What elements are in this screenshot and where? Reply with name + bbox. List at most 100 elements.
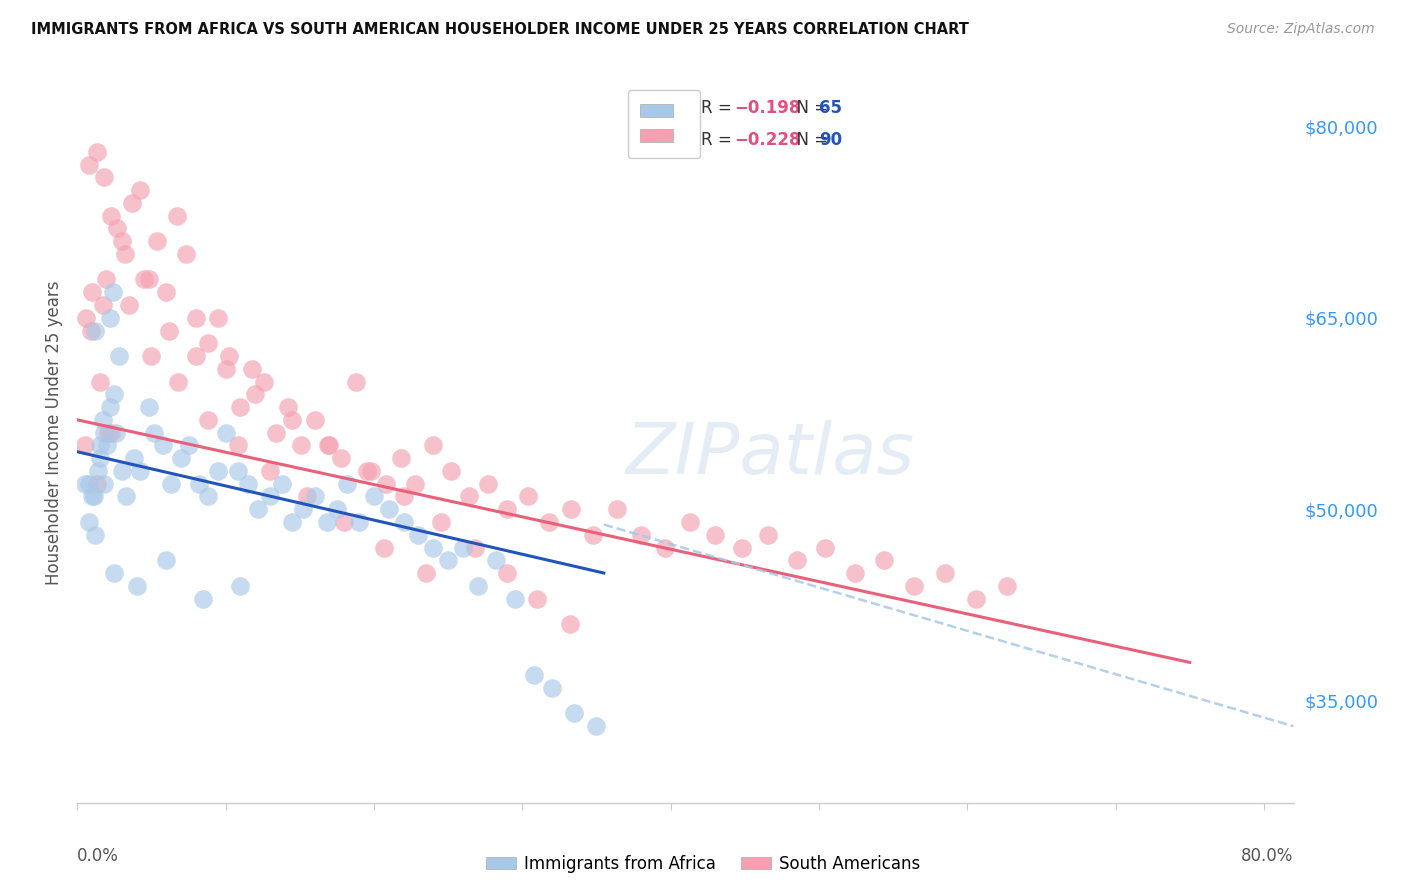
Point <box>207 310 229 325</box>
Point <box>429 515 451 529</box>
Point <box>93 425 115 440</box>
Point <box>97 425 120 440</box>
Point <box>155 553 177 567</box>
Point <box>98 400 121 414</box>
Point <box>207 464 229 478</box>
Point <box>138 272 160 286</box>
Point <box>100 209 122 223</box>
Point <box>281 515 304 529</box>
Point <box>111 234 134 248</box>
Point <box>558 617 581 632</box>
Point <box>415 566 437 580</box>
Point <box>87 464 110 478</box>
Legend: Immigrants from Africa, South Americans: Immigrants from Africa, South Americans <box>479 848 927 880</box>
Point <box>143 425 166 440</box>
Point <box>100 425 122 440</box>
Point <box>104 425 127 440</box>
Point <box>903 579 925 593</box>
Point <box>214 425 236 440</box>
Point <box>517 490 540 504</box>
Point <box>152 438 174 452</box>
Point <box>330 451 353 466</box>
Point <box>236 476 259 491</box>
Point <box>245 387 267 401</box>
Point <box>103 387 125 401</box>
Text: 80.0%: 80.0% <box>1241 847 1294 865</box>
Point <box>128 183 150 197</box>
Point <box>318 438 340 452</box>
Point <box>214 361 236 376</box>
Point <box>96 438 118 452</box>
Point <box>82 285 104 300</box>
Point <box>77 157 100 171</box>
Point <box>363 490 385 504</box>
Point <box>405 476 427 491</box>
Point <box>84 527 107 541</box>
Point <box>496 566 519 580</box>
Point <box>814 541 837 555</box>
Point <box>464 541 486 555</box>
Text: 65: 65 <box>820 99 842 118</box>
Point <box>356 464 378 478</box>
Legend:  ,  : , <box>627 90 700 159</box>
Point <box>291 502 314 516</box>
Point <box>630 527 652 541</box>
Point <box>304 490 326 504</box>
Point <box>873 553 896 567</box>
Point <box>229 579 252 593</box>
Point <box>177 438 200 452</box>
Y-axis label: Householder Income Under 25 years: Householder Income Under 25 years <box>45 280 63 585</box>
Point <box>422 541 444 555</box>
Point <box>184 310 207 325</box>
Text: 90: 90 <box>820 131 842 149</box>
Point <box>541 681 564 695</box>
Point <box>166 209 188 223</box>
Text: R =: R = <box>702 99 737 118</box>
Point <box>93 170 115 185</box>
Point <box>316 438 339 452</box>
Point <box>118 298 141 312</box>
Point <box>167 375 190 389</box>
Point <box>606 502 628 516</box>
Text: 0.0%: 0.0% <box>77 847 120 865</box>
Text: N =: N = <box>786 131 834 149</box>
Point <box>271 476 294 491</box>
Point <box>374 476 396 491</box>
Point <box>503 591 526 606</box>
Point <box>141 349 163 363</box>
Point <box>326 502 349 516</box>
Point <box>82 490 104 504</box>
Point <box>523 668 546 682</box>
Point <box>125 579 148 593</box>
Point <box>392 515 415 529</box>
Point <box>758 527 780 541</box>
Point <box>264 425 287 440</box>
Point <box>247 502 270 516</box>
Point <box>174 247 197 261</box>
Point <box>844 566 866 580</box>
Point <box>94 272 117 286</box>
Point <box>98 310 121 325</box>
Point <box>537 515 560 529</box>
Point <box>93 476 115 491</box>
Point <box>103 566 125 580</box>
Point <box>108 349 131 363</box>
Point <box>786 553 808 567</box>
Point <box>77 515 100 529</box>
Point <box>360 464 382 478</box>
Point <box>392 490 415 504</box>
Point <box>89 375 111 389</box>
Point <box>91 298 114 312</box>
Point <box>422 438 444 452</box>
Point <box>193 591 215 606</box>
Point <box>111 464 134 478</box>
Text: −0.228: −0.228 <box>734 131 800 149</box>
Point <box>77 476 100 491</box>
Point <box>484 553 506 567</box>
Point <box>437 553 460 567</box>
Point <box>197 490 219 504</box>
Point <box>91 413 114 427</box>
Point <box>138 400 160 414</box>
Point <box>115 490 138 504</box>
Text: −0.198: −0.198 <box>734 99 800 118</box>
